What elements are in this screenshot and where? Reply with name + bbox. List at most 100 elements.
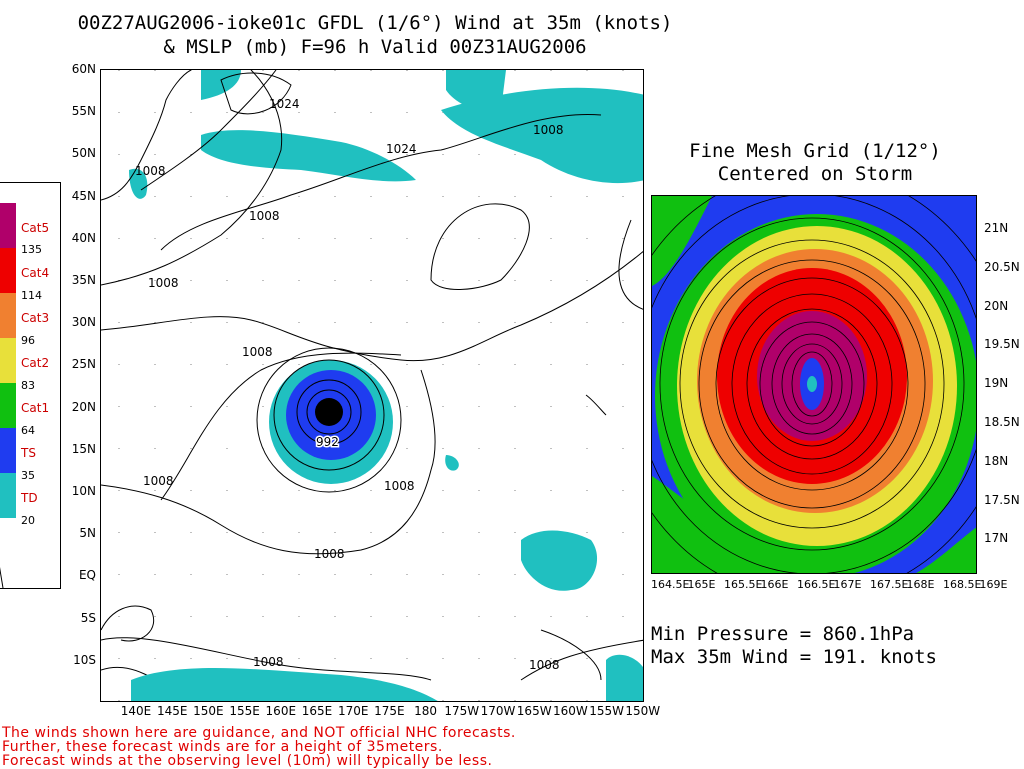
isobar-label: 1008: [249, 209, 280, 223]
wind-band-northeast: [441, 87, 643, 184]
legend-cat3-value: 96: [21, 334, 35, 347]
lon-tick-label: 175W: [444, 704, 480, 718]
wind-blob-se: [606, 654, 643, 701]
isobar-label-outline: 992: [316, 435, 339, 449]
isobar-label: 992: [316, 435, 339, 449]
fine-isobars: [652, 196, 976, 573]
wind-blob-tropics-east: [521, 530, 598, 591]
fine-lon-tick-label: 166.5E: [797, 578, 836, 591]
fine-mesh-title: Fine Mesh Grid (1/12°): [689, 140, 941, 162]
isobar-label: 1008: [529, 658, 560, 672]
isobar-label: 1008: [148, 276, 179, 290]
wind-spot-small: [445, 455, 459, 471]
lon-tick-label: 155W: [589, 704, 624, 718]
legend-td-swatch: [0, 473, 16, 518]
wind-spot-nw: [201, 70, 241, 100]
isobar-label: 1008: [314, 547, 345, 561]
lon-tick-label: 160E: [265, 704, 297, 718]
legend-cat2-swatch: [0, 338, 16, 383]
legend-cat3-swatch: [0, 293, 16, 338]
storm-eye-isobars: [315, 398, 343, 426]
legend-ts-label: TS: [21, 446, 36, 460]
min-pressure-readout: Min Pressure = 860.1hPa: [651, 623, 915, 645]
isobar-label: 1008: [533, 123, 564, 137]
legend-cat1-value: 64: [21, 424, 35, 437]
lat-tick-label: 10N: [71, 484, 96, 498]
fine-lat-tick-label: 20.5N: [984, 259, 1020, 274]
lon-tick-label: 160W: [553, 704, 588, 718]
fine-lat-tick-label: 20N: [984, 298, 1009, 313]
legend-cat2-label: Cat2: [21, 356, 50, 370]
legend-cat5-value: 135: [21, 243, 42, 256]
lon-tick-label: 145E: [156, 704, 188, 718]
fine-lat-tick-label: 17N: [984, 531, 1009, 546]
lat-tick-label: 25N: [71, 357, 96, 372]
isobar-label: 1024: [386, 142, 417, 156]
fine-mesh-map: [651, 195, 977, 574]
wind-band-north: [201, 130, 416, 182]
fine-lon-tick-label: 165.5E: [724, 578, 763, 591]
page-title-line1: 00Z27AUG2006-ioke01c GFDL (1/6°) Wind at…: [77, 12, 673, 34]
lat-tick-label: 5S: [80, 610, 96, 625]
wind-band-top: [446, 70, 506, 112]
lat-tick-label: 45N: [71, 188, 96, 203]
lat-tick-label: 60N: [71, 62, 96, 76]
lat-tick-label: 10S: [73, 652, 96, 667]
legend-cat5-swatch: [0, 203, 16, 248]
lon-tick-label: 150W: [625, 704, 661, 718]
legend-cat4-swatch: [0, 248, 16, 293]
lon-tick-label: 155E: [229, 704, 260, 718]
fine-lat-tick-label: 18N: [984, 453, 1009, 468]
fine-mesh-subtitle: Centered on Storm: [717, 163, 913, 185]
page-title-line2: & MSLP (mb) F=96 h Valid 00Z31AUG2006: [163, 36, 587, 58]
max-wind-readout: Max 35m Wind = 191. knots: [651, 646, 937, 668]
lon-tick-label: 170E: [337, 704, 369, 718]
fine-lat-tick-label: 19N: [984, 376, 1009, 391]
main-forecast-map: 1024 1024 1008 1008 1008 1008 1008 992 9…: [100, 69, 644, 702]
main-map-canvas: 1024 1024 1008 1008 1008 1008 1008 992 9…: [101, 70, 643, 701]
fine-mesh-canvas: [652, 196, 976, 573]
lat-tick-label: 40N: [71, 230, 96, 245]
legend-cat5-label: Cat5: [21, 221, 50, 235]
legend-cat3-label: Cat3: [21, 311, 50, 325]
fine-lat-tick-label: 18.5N: [984, 415, 1020, 429]
legend-colorbar: [0, 203, 16, 589]
lon-tick-label: 165W: [516, 704, 552, 718]
fine-lon-tick-label: 168E: [906, 578, 935, 591]
lon-tick-label: 165E: [301, 704, 333, 718]
fine-lon-tick-label: 165E: [687, 578, 716, 591]
fine-lon-tick-label: 167E: [833, 578, 862, 591]
lat-tick-label: 50N: [71, 146, 96, 161]
disclaimer-line2: Further, these forecast winds are for a …: [2, 739, 443, 755]
lat-tick-label: EQ: [78, 568, 96, 583]
lat-tick-label: 15N: [71, 441, 96, 456]
fine-lon-tick-label: 166E: [760, 578, 789, 591]
lon-tick-label: 140E: [120, 704, 152, 718]
fine-lon-tick-label: 164.5E: [651, 578, 690, 591]
legend-td-label: TD: [21, 491, 38, 505]
wind-category-legend: Cat5 135 Cat4 114 Cat3 96 Cat2 83 Cat1 6…: [0, 182, 61, 589]
isobar-label: 1008: [253, 655, 284, 669]
lon-tick-label: 180: [414, 704, 438, 718]
legend-cat4-value: 114: [21, 289, 42, 302]
fine-lon-tick-label: 169E: [979, 578, 1008, 591]
disclaimer-line3: Forecast winds at the observing level (1…: [2, 753, 493, 769]
fine-lon-tick-label: 168.5E: [943, 578, 982, 591]
legend-pointer-line: [0, 566, 4, 589]
legend-td-value: 20: [21, 514, 35, 527]
isobar-label: 1024: [269, 97, 300, 111]
wind-spot-japan: [129, 168, 148, 199]
lat-tick-label: 35N: [71, 273, 96, 287]
lat-tick-label: 5N: [79, 526, 96, 541]
disclaimer-line1: The winds shown here are guidance, and N…: [2, 725, 516, 741]
fine-lon-tick-label: 167.5E: [870, 578, 909, 591]
isobar-label: 1008: [135, 164, 166, 178]
legend-ts-value: 35: [21, 469, 35, 482]
isobar-label: 1008: [384, 479, 415, 493]
lon-tick-label: 150E: [193, 704, 224, 718]
legend-ts-swatch: [0, 428, 16, 473]
coastlines: [101, 70, 607, 701]
fine-lat-tick-label: 21N: [984, 221, 1009, 235]
isobar-label: 1008: [143, 474, 174, 488]
fine-lat-tick-label: 19.5N: [984, 337, 1020, 352]
